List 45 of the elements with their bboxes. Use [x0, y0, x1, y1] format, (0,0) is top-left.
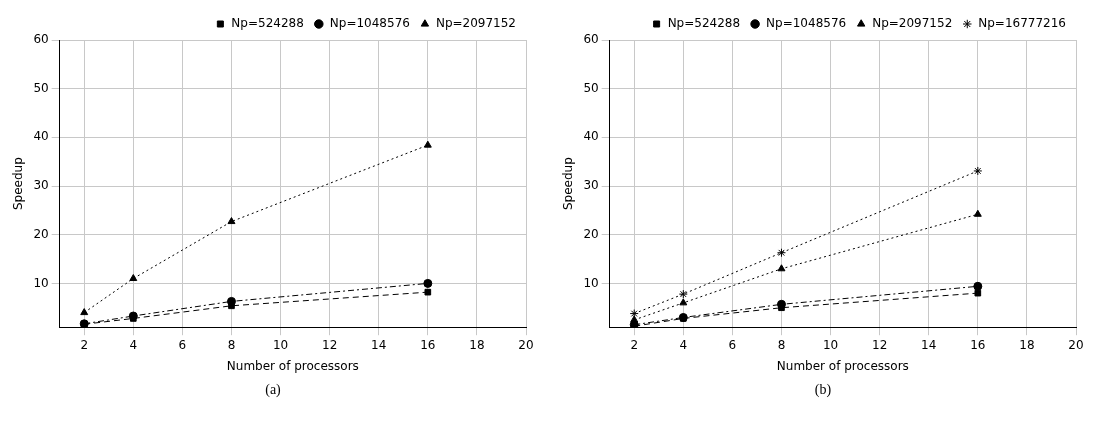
- y-tick-label: 40: [583, 129, 599, 144]
- x-tick-label: 6: [178, 337, 187, 352]
- legend-label: Np=16777216: [978, 16, 1067, 31]
- y-axis-title: Speedup: [11, 157, 26, 211]
- y-tick-label: 10: [33, 275, 49, 290]
- y-axis-title: Speedup: [561, 157, 576, 211]
- y-tick-label: 20: [33, 226, 49, 241]
- x-tick-label: 12: [322, 337, 338, 352]
- y-tick-label: 50: [33, 80, 49, 95]
- y-tick-label: 40: [33, 129, 49, 144]
- text: (b): [813, 382, 833, 398]
- y-tick-label: 10: [583, 275, 599, 290]
- x-tick-label: 4: [679, 337, 688, 352]
- x-tick-label: 20: [518, 337, 534, 352]
- legend-label: Np=2097152: [435, 16, 516, 31]
- legend-label: Np=1048576: [766, 16, 847, 31]
- x-tick-label: 14: [371, 337, 387, 352]
- x-tick-label: 18: [469, 337, 485, 352]
- y-tick-label: 20: [583, 226, 599, 241]
- x-tick-label: 20: [1068, 337, 1084, 352]
- x-tick-label: 14: [921, 337, 937, 352]
- x-axis-title: Number of processors: [776, 358, 909, 373]
- x-axis-title: Number of processors: [226, 358, 359, 373]
- x-tick-label: 2: [80, 337, 89, 352]
- y-tick-label: 30: [33, 178, 49, 193]
- x-tick-label: 18: [1019, 337, 1035, 352]
- x-tick-label: 16: [970, 337, 986, 352]
- y-tick-label: 30: [583, 178, 599, 193]
- legend-label: Np=1048576: [329, 16, 410, 31]
- x-tick-label: 8: [227, 337, 236, 352]
- y-tick-label: 50: [583, 80, 599, 95]
- x-tick-label: 6: [728, 337, 737, 352]
- legend-label: Np=524288: [231, 16, 304, 31]
- x-tick-label: 12: [872, 337, 888, 352]
- x-tick-label: 4: [129, 337, 138, 352]
- y-tick-label: 60: [583, 32, 599, 47]
- y-tick-label: 60: [33, 32, 49, 47]
- x-tick-label: 8: [777, 337, 786, 352]
- text: (a): [264, 382, 282, 398]
- legend-label: Np=2097152: [872, 16, 953, 31]
- x-tick-label: 10: [822, 337, 839, 352]
- x-tick-label: 2: [630, 337, 639, 352]
- x-tick-label: 16: [420, 337, 436, 352]
- x-tick-label: 10: [272, 337, 289, 352]
- legend-label: Np=524288: [667, 16, 741, 31]
